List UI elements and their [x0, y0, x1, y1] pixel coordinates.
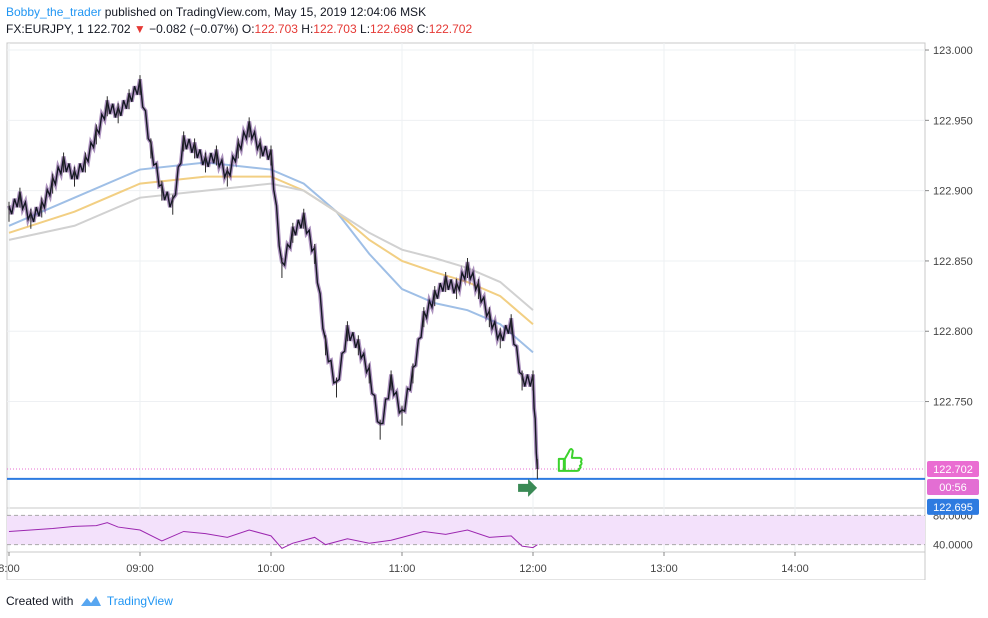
price-tick-label: 122.800 — [933, 326, 973, 338]
price-change: −0.082 (−0.07%) — [149, 22, 239, 36]
time-tick-label: 8:00 — [0, 563, 20, 575]
created-with-text: Created with — [6, 594, 74, 608]
close-value: 122.702 — [428, 22, 473, 36]
price-tick-label: 122.750 — [933, 397, 973, 409]
thumb-shape — [557, 448, 583, 472]
down-triangle-icon: ▼ — [133, 22, 146, 36]
price-tick-label: 122.950 — [933, 115, 973, 127]
author-link[interactable]: Bobby_the_trader — [6, 5, 102, 19]
price-axis: 123.000 122.950 122.900 122.850 122.800 122.7… — [925, 45, 973, 409]
last-price: 122.702 — [87, 22, 131, 36]
time-tick-label: 13:00 — [650, 563, 678, 575]
tradingview-logo-icon — [80, 596, 101, 606]
published-text: published on TradingView.com, May 15, 20… — [104, 5, 427, 19]
price-tick-label: 122.850 — [933, 256, 973, 268]
symbol-label: FX:EURJPY, 1 — [6, 22, 84, 36]
time-tick-label: 10:00 — [257, 563, 285, 575]
rsi-tick-label: 40.0000 — [933, 540, 973, 552]
open-label: O: — [241, 22, 255, 36]
high-label: H: — [301, 22, 314, 36]
low-label: L: — [360, 22, 371, 36]
price-tick-label: 122.900 — [933, 186, 973, 198]
price-series — [7, 75, 540, 480]
footer: Created with TradingView — [6, 594, 173, 608]
price-lines: 122.702 00:56 122.695 — [7, 461, 979, 515]
countdown-label: 00:56 — [939, 482, 967, 494]
price-tick-label: 123.000 — [933, 45, 973, 57]
last-price-label: 122.702 — [933, 464, 973, 476]
chart-frame — [6, 42, 926, 580]
countdown-label-bg — [927, 479, 979, 496]
time-tick-label: 14:00 — [781, 563, 809, 575]
legend-line: FX:EURJPY, 1 122.702 ▼ −0.082 (−0.07%) O… — [6, 22, 472, 36]
last-price-label-bg — [927, 461, 979, 478]
rsi-line — [8, 522, 538, 549]
time-axis: 8:00 09:00 10:00 11:00 12:00 13:00 14:00 — [0, 552, 809, 575]
annotations — [518, 448, 583, 497]
level-label: 122.695 — [933, 502, 973, 514]
low-value: 122.698 — [370, 22, 414, 36]
time-tick-label: 11:00 — [389, 563, 416, 575]
time-tick-label: 12:00 — [519, 563, 547, 575]
arrow-shape — [518, 478, 538, 497]
thumbs-up-icon — [557, 448, 583, 472]
green-arrow-right-icon — [518, 478, 538, 497]
tradingview-brand[interactable]: TradingView — [106, 594, 173, 608]
time-tick-label: 09:00 — [126, 563, 154, 575]
price-line — [8, 79, 539, 470]
high-value: 122.703 — [313, 22, 357, 36]
chart-grid — [6, 42, 926, 580]
level-label-bg — [927, 498, 979, 515]
close-label: C: — [416, 22, 429, 36]
candle-bodies — [7, 78, 540, 470]
publish-line: Bobby_the_trader published on TradingVie… — [6, 5, 426, 19]
open-value: 122.703 — [254, 22, 298, 36]
